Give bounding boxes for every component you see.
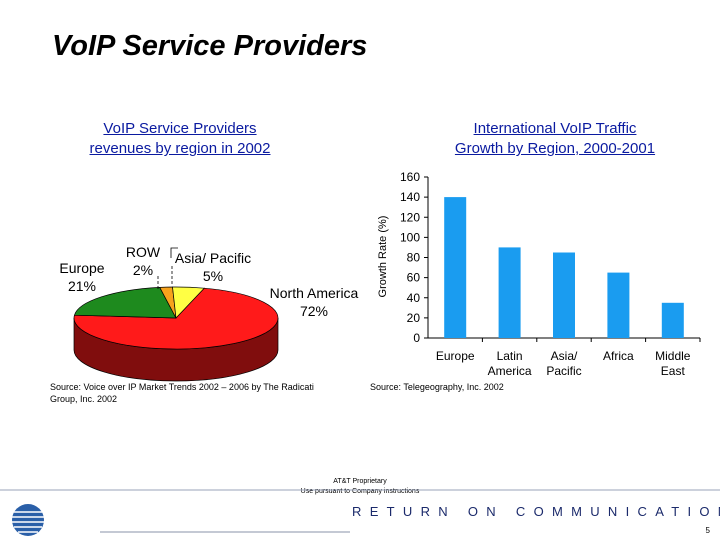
pie-label-na-name: North America [269,285,359,301]
y-tick-label: 0 [413,331,420,345]
y-tick-label: 100 [400,230,420,244]
pie-slice-europe [73,287,177,319]
pie-source-line2: Group, Inc. 2002 [50,394,118,405]
footer-proprietary: AT&T Proprietary Use pursuant to Company… [250,477,470,497]
bar-europe [444,197,467,338]
pie-title-line2: revenues by region in 2002 [89,140,271,158]
pie-label-europe-name: Europe [59,260,105,276]
x-tick-label-line2: America [488,364,532,378]
footer-bar [0,489,720,536]
pie-label-asia-pacific: Asia/ Pacific 5% [168,249,258,285]
pie-chart-title: VoIP Service Providers revenues by regio… [50,119,310,160]
footer-line1: AT&T Proprietary [333,478,387,485]
x-tick-label: Europe [436,349,475,363]
pie-slice-asia-pacific [172,286,205,319]
footer-line2: Use pursuant to Company instructions [300,487,420,495]
pie-source: Source: Voice over IP Market Trends 2002… [50,381,360,405]
y-axis-label: Growth Rate (%) [377,216,389,298]
slide-title: VoIP Service Providers [52,30,368,62]
x-tick-label-line2: East [661,364,686,378]
bar-source: Source: Telegeography, Inc. 2002 [370,382,504,392]
pie-source-line1: Source: Voice over IP Market Trends 2002… [50,382,314,392]
leader-line-asia [170,247,178,258]
y-tick-label: 80 [407,251,421,265]
y-tick-label: 60 [407,271,421,285]
x-tick-label-line2: Pacific [546,364,581,378]
pie-label-asia-value: 5% [202,268,224,285]
pie-label-asia-name: Asia/ Pacific [174,250,252,266]
tagline: RETURN ON COMMUNICATIONS [352,504,720,519]
y-tick-label: 120 [400,210,420,224]
pie-label-north-america: North America 72% [262,284,366,320]
x-tick-label: Asia/ [551,349,578,363]
pie-label-europe-value: 21% [67,278,97,295]
bar-asia [553,252,575,338]
y-tick-label: 160 [400,170,420,184]
x-tick-label: Middle [655,349,691,363]
pie-label-row-value: 2% [132,262,154,279]
x-tick-label: Latin [497,349,523,363]
pie-label-europe: Europe 21% [52,259,112,295]
pie-label-row-name: ROW [125,244,161,260]
bar-middle [661,302,684,338]
pie-slice-north-america [73,287,279,350]
bar-chart-title: International VoIP Traffic Growth by Reg… [410,119,700,160]
y-tick-label: 20 [407,311,421,325]
bar-title-line1: International VoIP Traffic [473,120,637,137]
pie-title-line1: VoIP Service Providers [103,120,257,137]
pie-label-na-value: 72% [299,303,329,320]
y-tick-label: 40 [407,291,421,305]
att-globe-icon [12,504,44,536]
x-tick-label: Africa [603,349,634,363]
bar-title-line2: Growth by Region, 2000-2001 [454,140,656,158]
bar-africa [607,272,630,338]
page-number: 5 [705,526,710,535]
y-tick-label: 140 [400,190,420,204]
pie-label-row: ROW 2% [122,243,164,279]
att-logo-text: AT&T [47,511,84,527]
bar-latin [498,247,521,338]
